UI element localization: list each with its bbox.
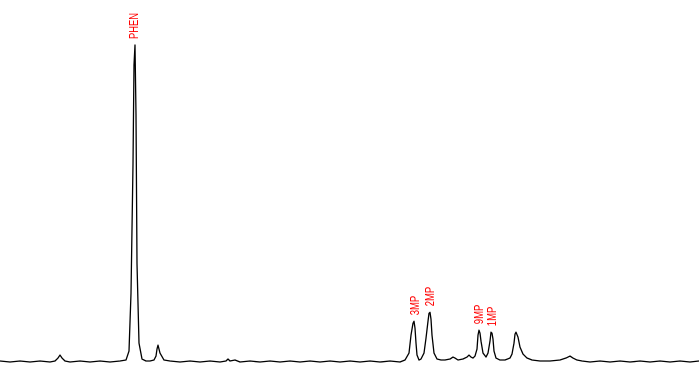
- peak-label-3mp: 3MP: [407, 296, 422, 316]
- chromatogram-trace-0: [0, 44, 699, 363]
- peak-label-2mp: 2MP: [422, 287, 437, 307]
- peak-label-phen: PHEN: [126, 13, 141, 39]
- trace-layer: [0, 44, 699, 363]
- peak-label-1mp: 1MP: [484, 307, 499, 327]
- peak-label-9mp: 9MP: [471, 305, 486, 325]
